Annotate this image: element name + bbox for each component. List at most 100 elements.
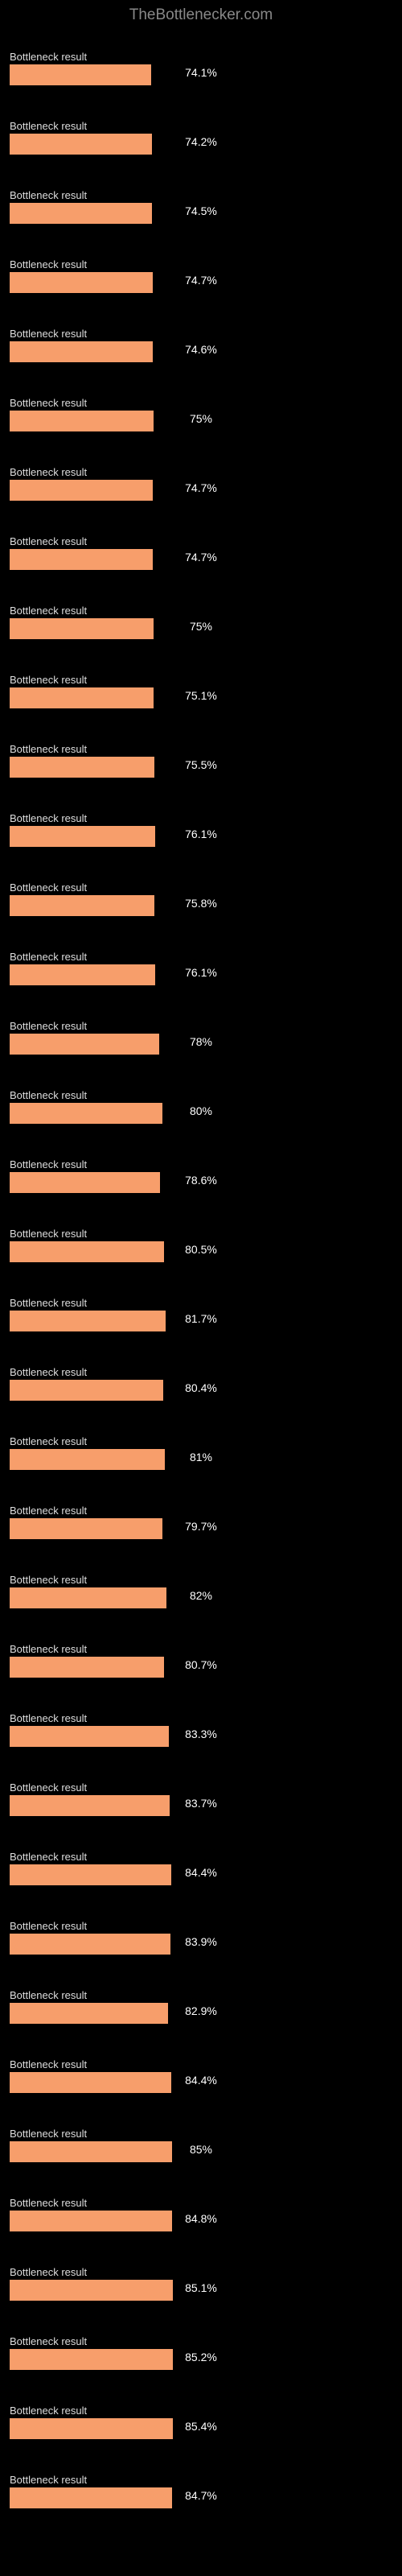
bar-label: Bottleneck result <box>10 258 87 272</box>
chart-row: Bottleneck result74.2% <box>10 97 392 155</box>
bar-wrap: 83.3% <box>10 1726 392 1747</box>
bar-container: Bottleneck result 80.7% <box>10 1642 392 1678</box>
bar-container: Bottleneck result85.2% <box>10 2334 392 2370</box>
bar-label: Bottleneck result <box>10 811 87 826</box>
row-title <box>10 1827 392 1850</box>
bar <box>10 1241 164 1262</box>
bar <box>10 757 154 778</box>
row-title <box>10 1343 392 1365</box>
bar-wrap: 75.8% <box>10 895 392 916</box>
bar-wrap: 76.1% <box>10 826 392 847</box>
chart-row: Bottleneck result75.1% <box>10 650 392 708</box>
bar-value: 75% <box>190 620 212 633</box>
bar-wrap: 75.1% <box>10 687 392 708</box>
bar <box>10 1657 164 1678</box>
chart-row: Bottleneck result79.7% <box>10 1481 392 1539</box>
bar <box>10 687 154 708</box>
bar-wrap: 74.1% <box>10 64 392 85</box>
chart-row: Bottleneck result80% <box>10 1066 392 1124</box>
bar-label: Bottleneck result <box>10 1781 87 1795</box>
bar-label: Bottleneck result <box>10 1850 87 1864</box>
row-title <box>10 1481 392 1504</box>
bar-container: Bottleneck result75.5% <box>10 742 392 778</box>
bottleneck-chart: Bottleneck result74.1%Bottleneck result7… <box>0 27 402 2536</box>
bar-wrap: 75% <box>10 618 392 639</box>
bar-container: Bottleneck result76.1% <box>10 811 392 847</box>
bar-wrap: 74.7% <box>10 549 392 570</box>
bar-value: 80.7% <box>185 1658 217 1671</box>
bar <box>10 1587 166 1608</box>
chart-row: Bottleneck result74.7% <box>10 512 392 570</box>
bar <box>10 64 151 85</box>
bar <box>10 411 154 431</box>
row-title <box>10 927 392 950</box>
chart-row: Bottleneck result76.1% <box>10 927 392 985</box>
bar-label: Bottleneck result <box>10 673 87 687</box>
chart-row: Bottleneck result 80.7% <box>10 1620 392 1678</box>
bar-value: 81% <box>190 1451 212 1463</box>
bar-wrap: 80.5% <box>10 1241 392 1262</box>
bar <box>10 2418 173 2439</box>
bar-label: Bottleneck result <box>10 1019 87 1034</box>
bar <box>10 2072 171 2093</box>
bar-label: Bottleneck result <box>10 881 87 895</box>
bar-value: 74.7% <box>185 481 217 494</box>
row-title <box>10 166 392 188</box>
bar <box>10 1795 170 1816</box>
bar-value: 80.5% <box>185 1243 217 1256</box>
bar <box>10 480 153 501</box>
bar <box>10 964 155 985</box>
bar-container: Bottleneck result75.1% <box>10 673 392 708</box>
bar-wrap: 80.4% <box>10 1380 392 1401</box>
bar-value: 82% <box>190 1589 212 1602</box>
bar <box>10 1864 171 1885</box>
bar-container: Bottleneck result83.7% <box>10 1781 392 1816</box>
bar-container: Bottleneck result84.4% <box>10 1850 392 1885</box>
bar-label: Bottleneck result <box>10 1642 87 1657</box>
row-title <box>10 2243 392 2265</box>
bar-wrap: 85.1% <box>10 2280 392 2301</box>
chart-row: Bottleneck result 81% <box>10 1412 392 1470</box>
row-title <box>10 443 392 465</box>
bar-value: 74.2% <box>185 135 217 148</box>
bar-container: Bottleneck result84.4% <box>10 2058 392 2093</box>
bar-container: Bottleneck result79.7% <box>10 1504 392 1539</box>
bar-container: Bottleneck result75% <box>10 396 392 431</box>
row-title <box>10 1135 392 1158</box>
bar-label: Bottleneck result <box>10 327 87 341</box>
bar-value: 85.4% <box>185 2420 217 2433</box>
bar-container: Bottleneck result74.7% <box>10 465 392 501</box>
bar-container: Bottleneck result76.1% <box>10 950 392 985</box>
bar-value: 84.8% <box>185 2212 217 2225</box>
bar-label: Bottleneck result <box>10 1296 87 1311</box>
bar-value: 83.3% <box>185 1728 217 1740</box>
bar-label: Bottleneck result <box>10 1435 87 1449</box>
bar-label: Bottleneck result <box>10 950 87 964</box>
bar-container: Bottleneck result74.2% <box>10 119 392 155</box>
bar-wrap: 83.9% <box>10 1934 392 1955</box>
bar-value: 84.4% <box>185 2074 217 2087</box>
bar-container: Bottleneck result78% <box>10 1019 392 1055</box>
bar-value: 75.8% <box>185 897 217 910</box>
row-title <box>10 2381 392 2404</box>
chart-row: Bottleneck result85.2% <box>10 2312 392 2370</box>
bar-label: Bottleneck result <box>10 2196 87 2211</box>
row-title <box>10 1620 392 1642</box>
chart-row: Bottleneck result84.4% <box>10 2035 392 2093</box>
chart-row: Bottleneck result74.7% <box>10 443 392 501</box>
chart-row: Bottleneck result74.5% <box>10 166 392 224</box>
bar-label: Bottleneck result <box>10 1573 87 1587</box>
bar-label: Bottleneck result <box>10 1988 87 2003</box>
bar-value: 84.7% <box>185 2489 217 2502</box>
row-title <box>10 789 392 811</box>
chart-row: Bottleneck result80.5% <box>10 1204 392 1262</box>
bar-label: Bottleneck result <box>10 2404 87 2418</box>
bar <box>10 1380 163 1401</box>
bar-value: 74.5% <box>185 204 217 217</box>
bar-wrap: 74.7% <box>10 480 392 501</box>
bar-wrap: 82.9% <box>10 2003 392 2024</box>
bar-wrap: 84.4% <box>10 2072 392 2093</box>
bar-container: Bottleneck result 81% <box>10 1435 392 1470</box>
bar <box>10 1726 169 1747</box>
bar-value: 85% <box>190 2143 212 2156</box>
